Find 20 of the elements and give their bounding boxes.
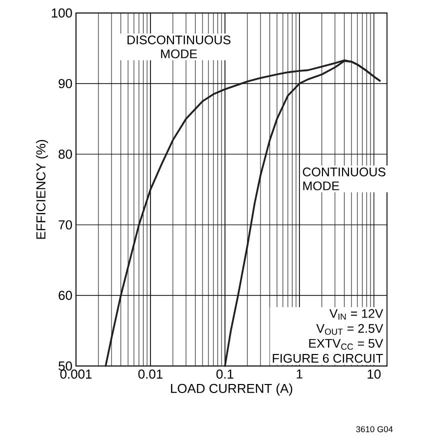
x-tick-label: 0.001 [60, 370, 92, 379]
y-tick-label: 90 [58, 79, 72, 88]
y-tick-label: 50 [58, 361, 72, 371]
annotation: V$_{IN}$ = 12V [329, 309, 384, 320]
y-tick-label: 70 [58, 220, 72, 230]
x-axis-title: LOAD CURRENT (A) [171, 384, 292, 396]
text: 3610 G04 [356, 426, 393, 432]
annotation: CONTINUOUS MODE [302, 168, 386, 190]
annotation: V$_{OUT}$ = 2.5V [316, 324, 384, 335]
x-tick-label: 0.01 [138, 370, 162, 379]
x-tick-label: 0.1 [216, 370, 234, 379]
annotation: FIGURE 6 CIRCUIT [272, 354, 383, 363]
y-axis-title: EFFICIENCY (%) [36, 140, 48, 239]
x-tick-label: 10 [368, 370, 381, 379]
y-tick-label: 80 [58, 150, 72, 159]
y-tick-label: 100 [52, 8, 72, 18]
annotation: EXTV$_{CC}$ = 5V [309, 339, 384, 350]
y-tick-label: 60 [58, 290, 72, 300]
x-tick-label: 1 [296, 370, 302, 378]
annotation: DISCONTINUOUS MODE [128, 36, 230, 58]
